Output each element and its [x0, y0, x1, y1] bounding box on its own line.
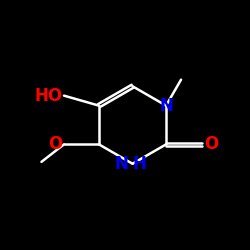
Text: N: N [159, 96, 173, 114]
Text: H: H [133, 155, 147, 173]
Text: O: O [48, 136, 63, 153]
Text: N: N [114, 155, 128, 173]
Text: O: O [204, 136, 218, 153]
Text: HO: HO [34, 87, 63, 104]
